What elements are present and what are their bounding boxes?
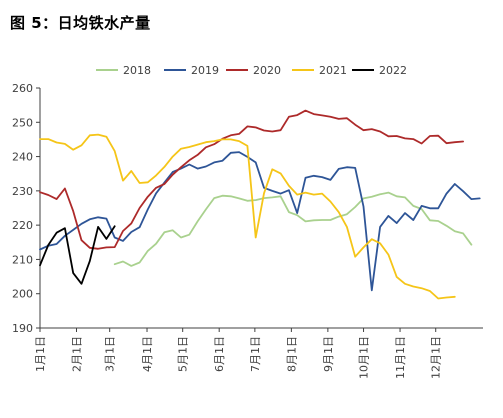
legend-label-2018: 2018 [123,64,151,77]
y-tick-label: 250 [12,116,33,129]
x-tick-label: 7月1日 [249,336,262,372]
series-line-2019 [39,151,481,292]
chart-title: 图 5：日均铁水产量 [10,14,151,32]
plot-area [39,109,481,300]
series-line-2022 [39,225,116,285]
x-tick-label: 2月1日 [71,336,84,372]
x-tick-label: 9月1日 [322,336,335,372]
series-line-2020 [39,109,465,250]
chart-axes: 190 200 210 220 230 240 250 260 1月1日 2月1日 3月1日 4月1日… [12,82,483,379]
legend-label-2021: 2021 [319,64,347,77]
x-tick-label: 3月1日 [104,336,117,372]
legend-label-2022: 2022 [379,64,407,77]
series-line-2021 [39,133,456,300]
series-line-2018 [113,191,473,267]
y-tick-label: 230 [12,185,33,198]
x-tick-label: 5月1日 [177,336,190,372]
x-tick-label: 6月1日 [213,336,226,372]
x-tick-label: 10月1日 [358,336,371,379]
x-tick-label: 11月1日 [394,336,407,379]
y-tick-label: 240 [12,151,33,164]
x-tick-label: 1月1日 [34,336,47,372]
y-tick-label: 260 [12,82,33,95]
x-tick-label: 12月1日 [430,336,443,379]
y-tick-label: 200 [12,288,33,301]
y-tick-label: 220 [12,219,33,232]
x-tick-label: 4月1日 [141,336,154,372]
y-tick-label: 210 [12,253,33,266]
y-tick-label: 190 [12,322,33,335]
legend: 2018 2019 2020 2021 2022 [96,64,407,77]
legend-label-2020: 2020 [253,64,281,77]
x-tick-label: 8月1日 [285,336,298,372]
legend-label-2019: 2019 [191,64,219,77]
